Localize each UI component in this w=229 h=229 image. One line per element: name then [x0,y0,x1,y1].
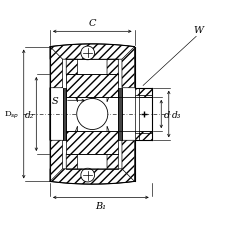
Polygon shape [66,60,77,102]
Bar [62,88,66,141]
Text: d₃: d₃ [171,110,180,119]
Circle shape [81,169,94,182]
Text: B₁: B₁ [95,202,106,210]
Text: d: d [163,110,169,119]
Polygon shape [106,60,118,102]
Polygon shape [66,131,118,154]
Polygon shape [66,127,77,169]
Polygon shape [134,88,151,98]
Text: D$_{sp}$: D$_{sp}$ [4,109,19,120]
Polygon shape [121,47,134,88]
Polygon shape [66,75,118,98]
Text: B: B [88,91,95,100]
Polygon shape [106,127,118,169]
Polygon shape [50,45,134,60]
Text: C: C [88,19,95,28]
Polygon shape [134,131,151,141]
Text: S: S [51,96,58,105]
Circle shape [76,99,107,130]
Text: d₂: d₂ [25,110,34,119]
Circle shape [81,47,94,60]
Bar [118,88,121,141]
Bar [134,95,138,134]
Polygon shape [50,169,134,184]
Text: W: W [193,26,203,35]
Polygon shape [121,141,134,182]
Polygon shape [50,47,62,182]
